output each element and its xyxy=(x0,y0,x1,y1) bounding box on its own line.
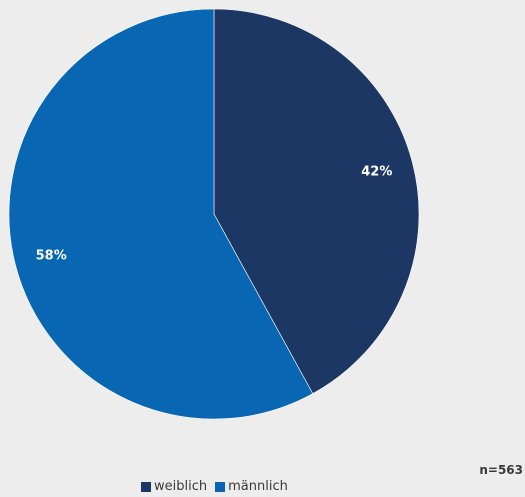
legend-item-weiblich: weiblich xyxy=(141,479,207,494)
slice-label-weiblich: 42% xyxy=(361,165,392,180)
legend-item-maennlich: männlich xyxy=(215,479,288,494)
legend-label-weiblich: weiblich xyxy=(154,479,208,494)
pie-slice-weiblich xyxy=(213,8,420,395)
legend-swatch-weiblich xyxy=(141,481,151,492)
pie-slice-männlich xyxy=(8,8,314,420)
legend-label-maennlich: männlich xyxy=(228,479,288,494)
legend-swatch-maennlich xyxy=(215,481,226,492)
legend: weiblich männlich xyxy=(141,479,288,494)
sample-size-note: n=563 xyxy=(479,463,523,477)
slice-label-männlich: 58% xyxy=(36,248,67,263)
